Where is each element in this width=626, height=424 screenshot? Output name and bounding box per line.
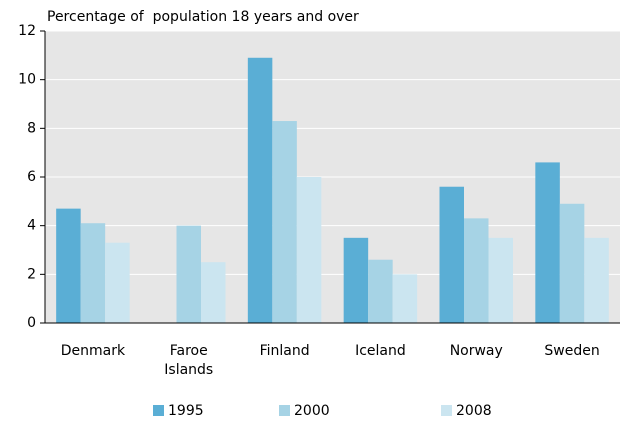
bar [105, 242, 130, 323]
bar [201, 262, 226, 323]
legend-label: 2000 [294, 403, 330, 419]
y-tick-label: 10 [18, 72, 36, 88]
x-tick-label: Faroe Islands [164, 343, 214, 378]
y-tick-label: 4 [27, 218, 36, 234]
bar [464, 218, 489, 323]
x-tick-label: Norway [449, 343, 503, 359]
legend-swatch [441, 405, 452, 416]
bar [176, 225, 201, 323]
bar [488, 237, 513, 323]
legend-label: 2008 [456, 403, 492, 419]
legend-swatch [153, 405, 164, 416]
bar [559, 203, 585, 323]
bar [584, 237, 609, 323]
bar [368, 259, 393, 323]
y-axis-label: Percentage of population 18 years and ov… [47, 9, 359, 25]
bar [439, 186, 464, 323]
x-tick-label: Finland [259, 343, 310, 359]
x-tick-label: Sweden [544, 343, 600, 359]
legend-swatch [279, 405, 290, 416]
bar [343, 237, 369, 323]
legend-label: 1995 [168, 403, 204, 419]
y-tick-label: 12 [18, 23, 36, 39]
x-tick-label: Iceland [355, 343, 406, 359]
bar [56, 208, 81, 323]
y-tick-label: 2 [27, 266, 36, 282]
bar [535, 162, 560, 323]
bar [392, 274, 418, 323]
y-tick-label: 6 [27, 169, 36, 185]
bar [272, 121, 297, 324]
x-tick-label: Denmark [60, 343, 126, 359]
y-tick-label: 0 [27, 315, 36, 331]
bar [296, 177, 322, 323]
bar [247, 57, 273, 324]
y-tick-label: 8 [27, 120, 36, 136]
bar [80, 223, 106, 323]
